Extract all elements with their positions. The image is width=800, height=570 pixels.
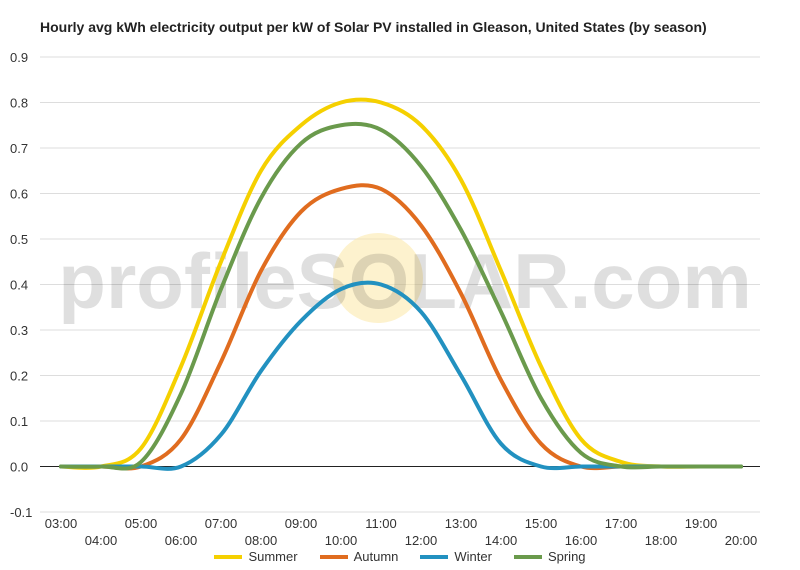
watermark-sun-icon <box>333 233 423 323</box>
legend-item-spring: Spring <box>513 549 586 564</box>
x-tick-label: 16:00 <box>565 533 598 548</box>
x-tick-label: 11:00 <box>365 516 397 531</box>
x-tick-label: 14:00 <box>485 533 518 548</box>
x-tick-label: 12:00 <box>405 533 438 548</box>
legend-item-winter: Winter <box>420 549 492 564</box>
x-tick-label: 17:00 <box>605 516 638 531</box>
x-tick-label: 04:00 <box>85 533 118 548</box>
chart-title: Hourly avg kWh electricity output per kW… <box>40 19 707 35</box>
legend-label: Winter <box>454 549 492 564</box>
legend-swatch <box>513 554 542 559</box>
y-tick-label: 0.5 <box>10 232 28 247</box>
legend-label: Autumn <box>353 549 399 564</box>
y-tick-label: 0.0 <box>10 460 28 475</box>
legend-item-autumn: Autumn <box>319 549 399 564</box>
legend-swatch <box>420 554 449 559</box>
y-tick-label: 0.7 <box>10 141 28 156</box>
chart-legend: Summer Autumn Winter Spring <box>0 549 800 564</box>
series-line-summer <box>59 97 743 470</box>
x-tick-label: 10:00 <box>325 533 358 548</box>
legend-swatch <box>214 554 243 559</box>
series-line-spring <box>59 121 743 471</box>
x-tick-label: 08:00 <box>245 533 278 548</box>
legend-swatch <box>319 554 348 559</box>
legend-label: Summer <box>248 549 298 564</box>
x-tick-label: 05:00 <box>125 516 158 531</box>
watermark-text: profileSOLAR.com <box>58 237 751 325</box>
y-tick-label: -0.1 <box>10 505 32 520</box>
y-tick-label: 0.6 <box>10 187 28 202</box>
x-tick-label: 13:00 <box>445 516 478 531</box>
x-tick-label: 03:00 <box>45 516 78 531</box>
x-tick-label: 09:00 <box>285 516 318 531</box>
y-tick-label: 0.8 <box>10 96 28 111</box>
y-tick-label: 0.2 <box>10 369 28 384</box>
x-tick-label: 19:00 <box>685 516 718 531</box>
legend-label: Spring <box>547 549 586 564</box>
y-tick-label: 0.3 <box>10 323 28 338</box>
y-tick-label: 0.9 <box>10 50 28 65</box>
y-tick-label: 0.1 <box>10 414 28 429</box>
x-tick-label: 06:00 <box>165 533 198 548</box>
x-tick-label: 20:00 <box>725 533 758 548</box>
x-tick-label: 18:00 <box>645 533 678 548</box>
x-tick-label: 15:00 <box>525 516 558 531</box>
x-tick-label: 07:00 <box>205 516 238 531</box>
series-line-autumn <box>59 183 743 471</box>
legend-item-summer: Summer <box>214 549 298 564</box>
y-tick-label: 0.4 <box>10 278 28 293</box>
